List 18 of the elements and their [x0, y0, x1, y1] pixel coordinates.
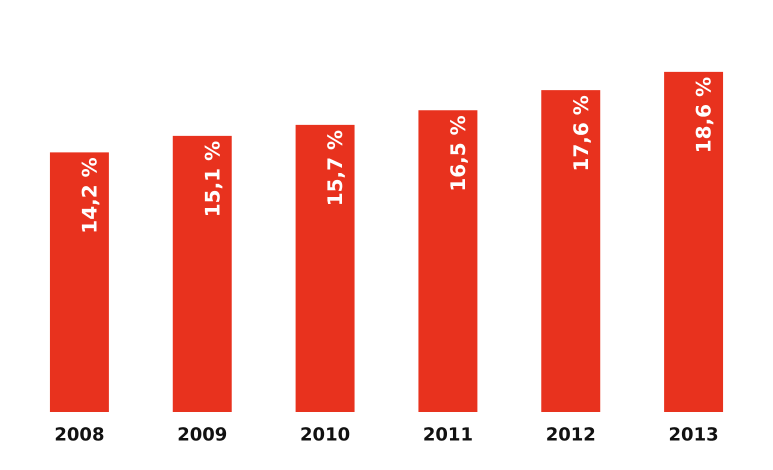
- data-label: 16,5 %: [446, 115, 470, 192]
- x-tick-label: 2011: [422, 424, 473, 446]
- x-tick-label: 2010: [300, 424, 350, 446]
- data-label: 15,1 %: [200, 140, 224, 218]
- bar: [296, 124, 355, 412]
- x-tick-label: 2013: [668, 424, 719, 446]
- bar: [541, 90, 600, 412]
- bar: [50, 152, 109, 412]
- data-label: 18,6 %: [692, 76, 716, 154]
- data-label: 14,2 %: [77, 157, 102, 234]
- x-tick-label: 2008: [54, 424, 104, 446]
- bar: [418, 110, 478, 412]
- data-label: 15,7 %: [323, 130, 348, 206]
- data-label: 17,6 %: [568, 95, 593, 172]
- x-tick-label: 2009: [177, 424, 228, 446]
- bar: [664, 72, 724, 412]
- x-tick-label: 2012: [546, 424, 596, 446]
- bar: [172, 136, 232, 412]
